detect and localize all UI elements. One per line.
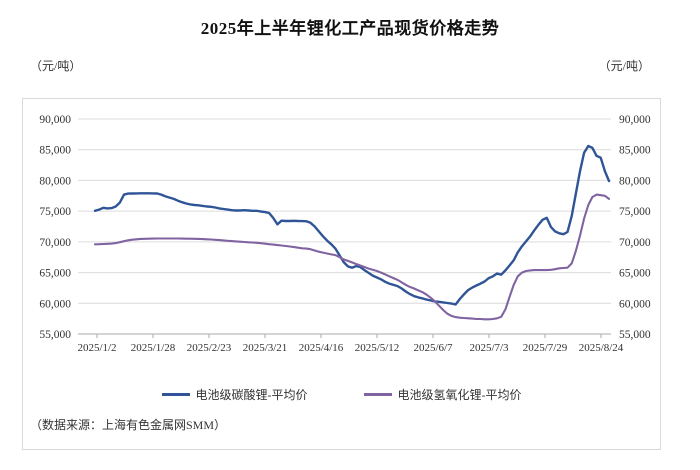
legend-label-carbonate: 电池级碳酸锂-平均价 [195,388,308,402]
series-line-0 [93,144,611,306]
y-tick-label-right: 80,000 [619,175,651,187]
unit-label-left: （元/吨） [30,59,82,73]
unit-label-right: （元/吨） [598,59,650,73]
legend-item-hydroxide: 电池级氢氧化锂-平均价 [363,386,522,403]
x-tick-label: 2025/3/21 [243,342,288,354]
y-tick-label-right: 90,000 [619,114,651,126]
legend-item-carbonate: 电池级碳酸锂-平均价 [161,386,308,403]
y-tick-label-left: 75,000 [39,206,71,218]
page-title: 2025年上半年锂化工产品现货价格走势 [200,19,500,38]
line-chart: 55,000 55,000 60,000 60,000 65,000 65,000 70,0… [39,114,651,354]
x-tick-label: 2025/8/24 [579,342,624,354]
chart-legend: 电池级碳酸锂-平均价 电池级氢氧化锂-平均价 [23,386,660,403]
x-tick-label: 2025/7/3 [469,342,509,354]
y-tick-label-right: 55,000 [619,329,651,341]
source-note: （数据来源：上海有色金属网SMM） [30,418,227,432]
y-tick-label-right: 60,000 [619,298,651,310]
y-tick-label-left: 85,000 [39,145,71,157]
x-tick-label: 2025/7/29 [523,342,568,354]
y-tick-label-right: 65,000 [619,268,651,280]
y-tick-label-left: 65,000 [39,268,71,280]
y-tick-label-left: 60,000 [39,298,71,310]
y-tick-label-left: 70,000 [39,237,71,249]
legend-label-hydroxide: 电池级氢氧化锂-平均价 [397,388,522,402]
y-tick-label-left: 55,000 [39,329,71,341]
x-tick-label: 2025/1/2 [77,342,116,354]
x-tick-label: 2025/5/12 [355,342,400,354]
chart-container: 55,000 55,000 60,000 60,000 65,000 65,000 70,0… [22,98,661,450]
y-tick-label-right: 85,000 [619,145,651,157]
y-tick-label-left: 90,000 [39,114,71,126]
legend-swatch-carbonate [161,393,190,396]
y-tick-label-left: 80,000 [39,175,71,187]
legend-swatch-hydroxide [363,393,392,396]
x-tick-label: 2025/2/23 [187,342,232,354]
series-line-1 [93,193,611,321]
y-tick-label-right: 70,000 [619,237,651,249]
y-tick-label-right: 75,000 [619,206,651,218]
x-tick-label: 2025/1/28 [131,342,176,354]
x-tick-label: 2025/6/7 [413,342,453,354]
x-tick-label: 2025/4/16 [299,342,344,354]
